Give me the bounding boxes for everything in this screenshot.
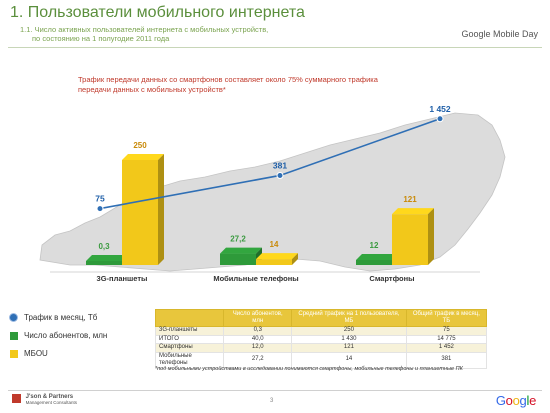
traffic-label: 381 xyxy=(273,160,287,170)
table-header-cell: Общий трафик в месяц, ТБ xyxy=(405,309,488,327)
bar-subscribers-top xyxy=(220,247,262,254)
subtitle-line-1: 1.1. Число активных пользователей интерн… xyxy=(20,25,269,34)
table-cell: 0,3 xyxy=(223,326,293,336)
table-cell: 14 xyxy=(291,351,407,369)
table-row: 3G-планшеты 0,3 250 75 xyxy=(154,326,488,336)
header-divider xyxy=(8,47,542,48)
category-label: 3G-планшеты xyxy=(97,274,148,283)
footer-divider xyxy=(8,390,542,391)
bar-mbou-side xyxy=(292,253,298,265)
table-header-cell: Число абонентов, млн xyxy=(223,309,293,327)
table-header-cell xyxy=(154,309,225,327)
data-table: Число абонентов, млн Средний трафик на 1… xyxy=(154,309,488,369)
google-logo-text: Google xyxy=(495,393,536,408)
table-row: Смартфоны 12,0 121 1 452 xyxy=(154,343,488,353)
bar-subscribers xyxy=(356,253,398,265)
bar-mbou xyxy=(122,154,164,265)
legend-label-subscribers: Число абонентов, млн xyxy=(24,331,108,340)
bar-mbou-front xyxy=(122,160,158,265)
bar-label-subscribers: 27,2 xyxy=(230,235,246,244)
table-cell: ИТОГО xyxy=(154,334,225,344)
company-name: J'son & Partners xyxy=(25,394,74,400)
event-brand: Google Mobile Day xyxy=(461,29,538,39)
table-header-cell: Средний трафик на 1 пользователя, МБ xyxy=(291,309,407,327)
bar-mbou xyxy=(256,253,298,265)
page-subtitle: 1.1. Число активных пользователей интерн… xyxy=(20,25,340,43)
bar-subscribers-top xyxy=(86,255,128,261)
category-label: Смартфоны xyxy=(369,274,414,283)
table-row: Мобильные телефоны 27,2 14 381 xyxy=(154,351,488,369)
table-cell: Смартфоны xyxy=(154,343,225,353)
callout-note: Трафик передачи данных со смартфонов сос… xyxy=(78,75,378,94)
table-cell: 3G-планшеты xyxy=(154,326,225,336)
subtitle-line-2: по состоянию на 1 полугодие 2011 года xyxy=(32,34,170,43)
category-label: Мобильные телефоны xyxy=(213,274,298,283)
bar-mbou xyxy=(392,208,434,265)
table-cell: 75 xyxy=(405,326,488,336)
company-logo: J'son & Partners Management Consultants xyxy=(12,394,77,406)
traffic-label: 1 452 xyxy=(429,104,451,114)
jp-logo-icon xyxy=(12,394,21,403)
bar-label-mbou: 121 xyxy=(403,195,417,204)
bar-label-subscribers: 0,3 xyxy=(98,242,110,251)
page-title: 1. Пользователи мобильного интернета xyxy=(10,4,305,21)
yellow-swatch-icon xyxy=(10,349,18,358)
table-cell: 40,0 xyxy=(223,334,293,344)
legend-label-traffic: Трафик в месяц, Тб xyxy=(24,313,98,322)
legend-item-mbou: МБОU xyxy=(10,349,48,358)
bar-mbou-top xyxy=(392,208,434,215)
table-cell: 1 430 xyxy=(291,334,407,344)
traffic-label: 75 xyxy=(95,194,105,204)
legend-label-mbou: МБОU xyxy=(24,349,48,358)
bar-subscribers-top xyxy=(356,253,398,260)
bar-mbou-front xyxy=(256,259,292,265)
table-cell: 381 xyxy=(405,351,488,369)
bar-label-subscribers: 12 xyxy=(370,241,379,250)
company-subtitle: Management Consultants xyxy=(25,400,77,405)
table-cell: 12,0 xyxy=(223,343,293,353)
bar-subscribers xyxy=(86,255,128,265)
bar-subscribers-front xyxy=(220,253,256,265)
table-cell: Мобильные телефоны xyxy=(154,351,225,369)
google-logo: Google xyxy=(496,393,536,408)
bar-mbou-top xyxy=(256,253,298,260)
table-header-row: Число абонентов, млн Средний трафик на 1… xyxy=(154,309,488,327)
bar-subscribers-front xyxy=(356,259,392,265)
traffic-marker-icon xyxy=(10,314,17,321)
traffic-point xyxy=(96,205,104,213)
table-cell: 250 xyxy=(291,326,407,336)
traffic-point xyxy=(276,171,284,179)
bar-mbou-front xyxy=(392,214,428,265)
legend-item-subscribers: Число абонентов, млн xyxy=(10,331,107,340)
bar-line-chart: 0,3 250 27,2 14 12 121 75 381 1 452 3G-планшеты М… xyxy=(39,104,506,283)
bar-subscribers xyxy=(220,247,262,265)
table-row: ИТОГО 40,0 1 430 14 775 xyxy=(154,334,488,344)
bar-mbou-side xyxy=(158,154,164,265)
bar-label-mbou: 14 xyxy=(270,240,279,249)
table-cell: 14 775 xyxy=(405,334,488,344)
green-swatch-icon xyxy=(10,331,18,340)
footnote: *под мобильными устройствами в исследова… xyxy=(155,366,463,372)
bar-subscribers-front xyxy=(86,261,122,265)
bar-mbou-top xyxy=(122,154,164,160)
table-cell: 121 xyxy=(291,343,407,353)
table-cell: 1 452 xyxy=(405,343,488,353)
legend-item-traffic: Трафик в месяц, Тб xyxy=(10,313,97,322)
page-number: 3 xyxy=(270,398,274,404)
bar-mbou-side xyxy=(428,208,434,265)
traffic-point xyxy=(436,115,444,123)
bar-label-mbou: 250 xyxy=(133,141,147,150)
